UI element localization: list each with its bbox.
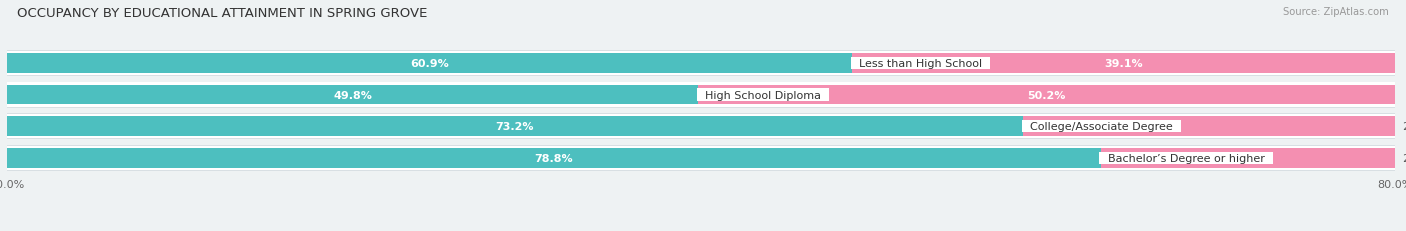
Text: 39.1%: 39.1% (1104, 59, 1143, 69)
Bar (7, 146, 1395, 170)
Bar (7, 85, 699, 105)
Text: 26.8%: 26.8% (1402, 122, 1406, 132)
Text: 21.2%: 21.2% (1402, 153, 1406, 163)
Text: Source: ZipAtlas.com: Source: ZipAtlas.com (1284, 7, 1389, 17)
Text: High School Diploma: High School Diploma (699, 90, 828, 100)
Bar (7, 82, 1395, 108)
Bar (699, 85, 1395, 105)
Text: College/Associate Degree: College/Associate Degree (1022, 122, 1180, 132)
Bar (7, 145, 1395, 171)
Text: 78.8%: 78.8% (534, 153, 574, 163)
Bar (1022, 117, 1395, 137)
Text: 73.2%: 73.2% (496, 122, 534, 132)
Bar (7, 114, 1395, 140)
Bar (852, 54, 1395, 73)
Text: Bachelor’s Degree or higher: Bachelor’s Degree or higher (1101, 153, 1271, 163)
Text: 50.2%: 50.2% (1028, 90, 1066, 100)
Bar (7, 115, 1395, 139)
Legend: Owner-occupied, Renter-occupied: Owner-occupied, Renter-occupied (574, 228, 828, 231)
Bar (1101, 149, 1395, 168)
Bar (7, 52, 1395, 76)
Text: OCCUPANCY BY EDUCATIONAL ATTAINMENT IN SPRING GROVE: OCCUPANCY BY EDUCATIONAL ATTAINMENT IN S… (17, 7, 427, 20)
Bar (7, 149, 1101, 168)
Bar (7, 51, 1395, 76)
Bar (7, 54, 852, 73)
Text: 49.8%: 49.8% (333, 90, 373, 100)
Bar (7, 83, 1395, 107)
Bar (7, 117, 1022, 137)
Text: 60.9%: 60.9% (411, 59, 449, 69)
Text: Less than High School: Less than High School (852, 59, 990, 69)
